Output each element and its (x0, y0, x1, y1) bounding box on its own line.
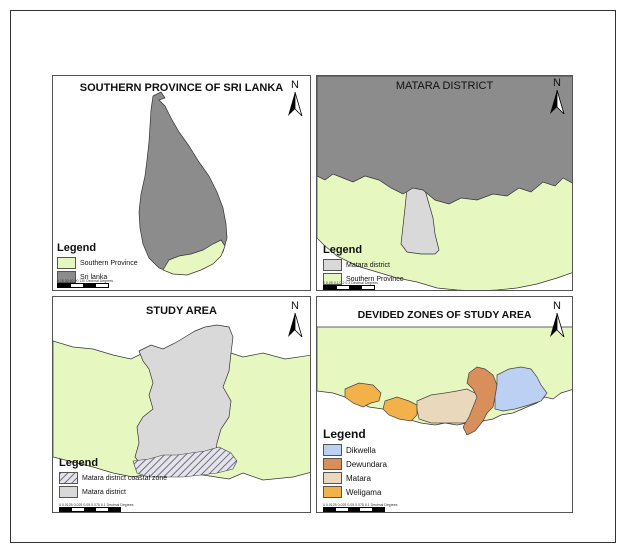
scale-text: 0 0.0125 0.025 0.05 0.075 0.1 Decimal De… (59, 503, 134, 507)
weligama-zone (344, 382, 382, 408)
legend: Legend Matara district coastal zone Mata… (59, 457, 167, 500)
legend-item: Southern Province (57, 257, 138, 269)
legend-swatch (323, 259, 342, 271)
north-label: N (553, 77, 561, 89)
panel-southern-province: SOUTHERN PROVINCE OF SRI LANKA N Legend … (52, 75, 311, 291)
panel-matara-district: MATARA DISTRICT N Legend Matara district… (316, 75, 573, 291)
sri-lanka-map (138, 91, 228, 276)
legend-label: Matara district (82, 488, 126, 496)
southern-province-shape (317, 165, 572, 290)
legend-title: Legend (323, 427, 366, 441)
sri-lanka-shape (317, 76, 572, 205)
dewundara-zone (462, 366, 498, 436)
legend-label: Weligama (346, 487, 382, 497)
zones-map (317, 326, 572, 436)
panel-divided-zones: DEVIDED ZONES OF STUDY AREA N Legend Dik… (316, 296, 573, 513)
legend: Legend Dikwella Dewundara Matara Weligam… (323, 427, 387, 500)
legend-item: Matara (323, 472, 387, 484)
coastal-zone-shape (132, 446, 238, 478)
north-arrow: N (547, 300, 567, 340)
legend-title: Legend (323, 244, 363, 256)
legend-swatch (323, 486, 342, 498)
north-label: N (291, 79, 299, 91)
panel-study-area: STUDY AREA N Legend Matara district coas… (52, 296, 311, 513)
north-label: N (553, 300, 561, 312)
matara-district-map (317, 76, 572, 290)
scale-text: 0 0.05 0.1 0.2 0.3 Decimal Degrees (323, 281, 379, 285)
legend-label: Dewundara (346, 459, 387, 469)
legend-item: Weligama (323, 486, 387, 498)
panel-title: SOUTHERN PROVINCE OF SRI LANKA (79, 82, 284, 94)
legend-swatch (59, 486, 78, 498)
legend-item: Matara district coastal zone (59, 472, 167, 484)
panel-title: STUDY AREA (146, 305, 217, 317)
north-arrow-icon (288, 313, 303, 337)
legend-label: Southern Province (346, 275, 404, 283)
legend-label: Southern Province (80, 259, 138, 267)
scale-bar: 0 0.0125 0.025 0.05 0.075 0.1 Decimal De… (323, 503, 398, 512)
north-arrow-icon (550, 90, 565, 114)
scale-bar: 0 0.0125 0.025 0.05 0.075 0.1 Decimal De… (59, 503, 134, 512)
dikwella-zone (494, 366, 548, 412)
legend-swatch (323, 444, 342, 456)
legend-item: Sri lanka (57, 271, 138, 283)
legend-swatch (323, 458, 342, 470)
north-arrow: N (547, 77, 567, 117)
matara-district-shape (134, 324, 234, 472)
north-arrow: N (285, 300, 305, 340)
legend: Legend Southern Province Sri lanka (57, 242, 138, 285)
legend-swatch (323, 273, 342, 285)
legend-label: Matara (346, 473, 371, 483)
scale-bar: 0 15 30 60 90 120 Decimal Degrees (57, 279, 113, 288)
legend-swatch (323, 472, 342, 484)
southern-province-shape (162, 239, 226, 276)
legend-item: Matara district (323, 259, 404, 271)
study-area-map (53, 324, 310, 481)
legend-item: Matara district (59, 486, 167, 498)
legend-swatch (57, 271, 76, 283)
legend: Legend Matara district Southern Province (323, 244, 404, 287)
panel-title: DEVIDED ZONES OF STUDY AREA (357, 309, 532, 321)
legend-label: Dikwella (346, 445, 376, 455)
scale-text: 0 15 30 60 90 120 Decimal Degrees (57, 279, 114, 283)
legend-swatch (57, 257, 76, 269)
legend-item: Dewundara (323, 458, 387, 470)
scale-bar: 0 0.05 0.1 0.2 0.3 Decimal Degrees (323, 281, 378, 290)
north-arrow-icon (288, 92, 303, 116)
figure-frame (10, 10, 616, 543)
scale-text: 0 0.0125 0.025 0.05 0.075 0.1 Decimal De… (323, 503, 398, 507)
north-arrow-icon (550, 313, 565, 337)
legend-title: Legend (57, 242, 97, 254)
legend-swatch (59, 472, 78, 484)
north-arrow: N (285, 79, 305, 119)
legend-label: Matara district coastal zone (82, 474, 168, 482)
panel-title: MATARA DISTRICT (395, 80, 494, 92)
legend-item: Southern Province (323, 273, 404, 285)
legend-title: Legend (59, 457, 99, 469)
weligama-zone (382, 396, 418, 422)
north-label: N (291, 300, 299, 312)
legend-item: Dikwella (323, 444, 387, 456)
legend-label: Matara district (346, 261, 390, 269)
legend-label: Sri lanka (80, 273, 108, 281)
